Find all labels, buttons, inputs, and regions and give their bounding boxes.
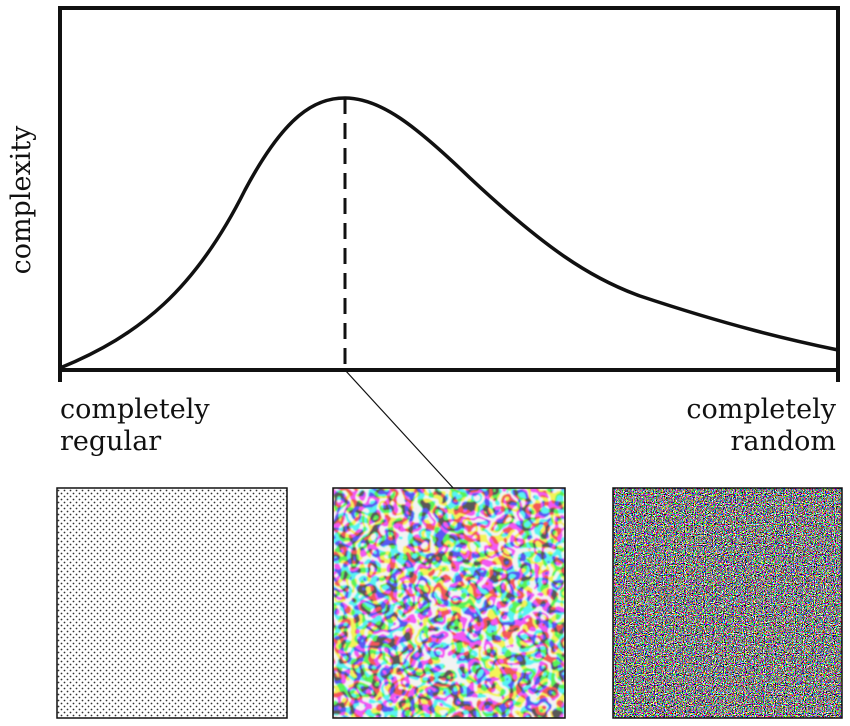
- x-right-label: random: [730, 426, 836, 457]
- y-axis-label: complexity: [6, 125, 37, 275]
- coral-panel: [333, 488, 565, 718]
- x-left-label: completely: [60, 394, 210, 425]
- connector: [344, 369, 456, 491]
- coral-frame: [332, 487, 566, 719]
- x-right-label: completely: [686, 394, 836, 425]
- plot-frame: [58, 6, 840, 370]
- regular-panel: [56, 487, 288, 719]
- random-panel: [613, 488, 842, 718]
- x-left-label: regular: [60, 426, 161, 457]
- complexity-curve: [59, 96, 839, 370]
- random-frame: [612, 487, 843, 719]
